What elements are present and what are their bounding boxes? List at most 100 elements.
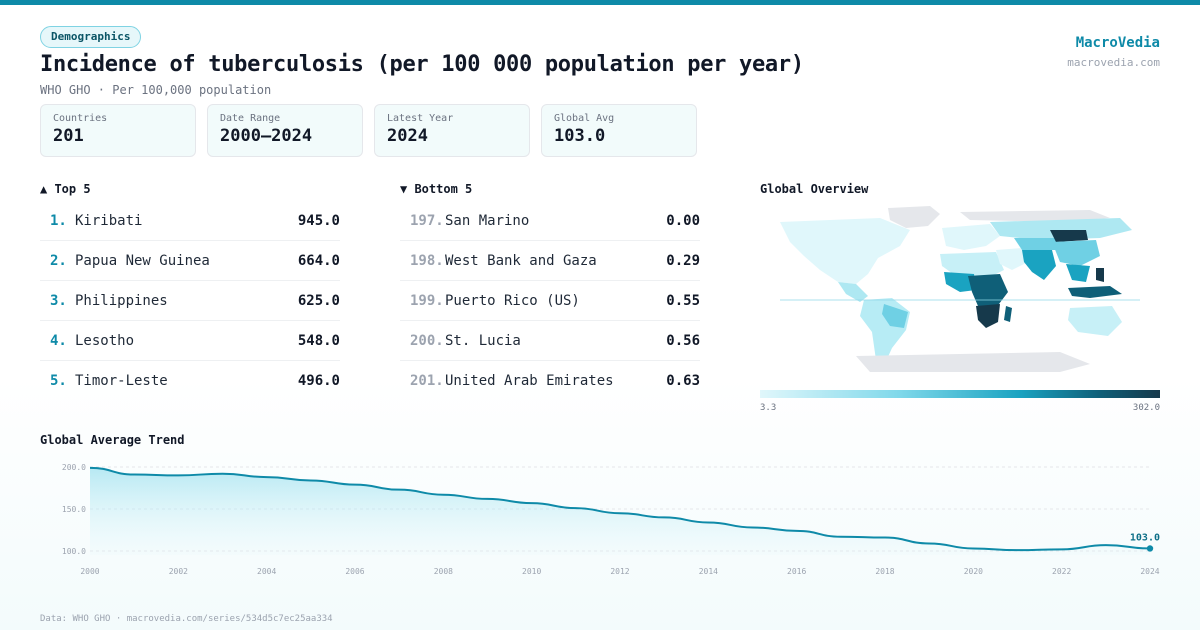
stat-card-latest-year: Latest Year 2024 <box>374 104 530 157</box>
map-region-antarctica <box>856 352 1090 372</box>
map-region-europe <box>942 224 1000 250</box>
country-value: 0.00 <box>666 213 700 229</box>
x-tick-label: 2022 <box>1052 567 1071 576</box>
stat-label: Countries <box>53 113 108 124</box>
map-region-brazil <box>882 304 908 328</box>
x-tick-label: 2008 <box>434 567 453 576</box>
map-region-north-america <box>780 218 910 284</box>
stat-card-date-range: Date Range 2000–2024 <box>207 104 363 157</box>
rank-number: 1. <box>50 213 67 229</box>
footer-source: Data: WHO GHO · macrovedia.com/series/53… <box>40 614 333 624</box>
top5-row[interactable]: 1. Kiribati 945.0 <box>40 201 340 241</box>
world-choropleth-map[interactable] <box>760 200 1160 385</box>
top5-row[interactable]: 3. Philippines 625.0 <box>40 281 340 321</box>
y-tick-label: 100.0 <box>62 547 86 556</box>
x-tick-label: 2018 <box>875 567 894 576</box>
page-title: Incidence of tuberculosis (per 100 000 p… <box>40 52 804 77</box>
y-tick-label: 200.0 <box>62 463 86 472</box>
bottom5-row[interactable]: 197. San Marino 0.00 <box>400 201 700 241</box>
map-region-west-africa <box>944 272 976 292</box>
stat-card-countries: Countries 201 <box>40 104 196 157</box>
category-tag[interactable]: Demographics <box>40 26 142 48</box>
x-tick-label: 2002 <box>169 567 188 576</box>
bottom5-row[interactable]: 200. St. Lucia 0.56 <box>400 321 700 361</box>
country-value: 0.56 <box>666 333 700 349</box>
country-name: Papua New Guinea <box>75 253 210 269</box>
map-region-central-america <box>838 282 868 302</box>
stat-value: 201 <box>53 126 84 146</box>
country-value: 548.0 <box>297 333 340 349</box>
top5-row[interactable]: 5. Timor-Leste 496.0 <box>40 361 340 401</box>
map-region-australia <box>1068 306 1122 336</box>
country-name: Timor-Leste <box>75 373 168 389</box>
bottom5-row[interactable]: 198. West Bank and Gaza 0.29 <box>400 241 700 281</box>
map-region-central-africa <box>968 274 1008 308</box>
map-region-southeast-asia <box>1066 264 1090 282</box>
stat-value: 103.0 <box>554 126 606 146</box>
stat-label: Date Range <box>220 113 281 124</box>
brand-url[interactable]: macrovedia.com <box>1067 56 1160 69</box>
x-tick-label: 2000 <box>80 567 99 576</box>
map-region-south-asia <box>1022 250 1056 280</box>
rank-number: 198. <box>410 253 444 269</box>
top-accent-bar <box>0 0 1200 5</box>
map-legend-max: 302.0 <box>1132 403 1160 413</box>
rank-number: 2. <box>50 253 67 269</box>
rank-number: 199. <box>410 293 444 309</box>
stat-label: Latest Year <box>387 113 454 124</box>
rank-number: 5. <box>50 373 67 389</box>
x-tick-label: 2024 <box>1140 567 1159 576</box>
country-name: St. Lucia <box>445 333 521 349</box>
trend-end-point <box>1146 545 1154 552</box>
x-tick-label: 2004 <box>257 567 276 576</box>
map-legend-gradient <box>760 390 1160 398</box>
map-region-north-africa <box>940 252 1004 276</box>
map-region-middle-east <box>996 248 1028 270</box>
country-name: Puerto Rico (US) <box>445 293 580 309</box>
trend-line <box>89 466 1151 552</box>
country-value: 0.63 <box>666 373 700 389</box>
x-tick-label: 2012 <box>610 567 629 576</box>
x-tick-label: 2016 <box>787 567 806 576</box>
map-region-philippines <box>1096 268 1104 282</box>
rank-number: 197. <box>410 213 444 229</box>
trend-end-label: 103.0 <box>1130 532 1160 543</box>
map-region-southern-africa <box>976 304 1000 328</box>
map-region-arctic <box>960 210 1110 222</box>
rank-number: 200. <box>410 333 444 349</box>
bottom5-heading: ▼ Bottom 5 <box>400 182 473 196</box>
country-value: 945.0 <box>297 213 340 229</box>
stat-label: Global Avg <box>554 113 615 124</box>
country-value: 0.55 <box>666 293 700 309</box>
x-tick-label: 2014 <box>699 567 718 576</box>
rank-number: 201. <box>410 373 444 389</box>
trend-area-fill <box>90 467 1150 555</box>
page-subtitle: WHO GHO · Per 100,000 population <box>40 83 272 97</box>
map-region-russia <box>990 218 1132 240</box>
map-legend-min: 3.3 <box>760 403 777 413</box>
map-region-greenland <box>888 206 940 228</box>
brand-name[interactable]: MacroVedia <box>1075 35 1160 51</box>
x-tick-label: 2020 <box>964 567 983 576</box>
country-name: Philippines <box>75 293 168 309</box>
country-name: San Marino <box>445 213 530 229</box>
country-value: 496.0 <box>297 373 340 389</box>
bottom5-row[interactable]: 201. United Arab Emirates 0.63 <box>400 361 700 401</box>
map-region-indonesia <box>1068 286 1122 298</box>
bottom5-row[interactable]: 199. Puerto Rico (US) 0.55 <box>400 281 700 321</box>
country-name: West Bank and Gaza <box>445 253 597 269</box>
stat-value: 2000–2024 <box>220 126 313 146</box>
country-name: United Arab Emirates <box>445 373 614 389</box>
x-tick-label: 2006 <box>345 567 364 576</box>
stat-value: 2024 <box>387 126 428 146</box>
top5-row[interactable]: 2. Papua New Guinea 664.0 <box>40 241 340 281</box>
rank-number: 4. <box>50 333 67 349</box>
top5-row[interactable]: 4. Lesotho 548.0 <box>40 321 340 361</box>
country-name: Lesotho <box>75 333 135 349</box>
map-region-central-asia <box>1014 238 1060 250</box>
top5-heading: ▲ Top 5 <box>40 182 91 196</box>
map-region-mongolia <box>1050 230 1088 242</box>
country-value: 664.0 <box>297 253 340 269</box>
stat-card-global-avg: Global Avg 103.0 <box>541 104 697 157</box>
trend-chart: 100.0 150.0 200.0 2000 2002 2004 2006 2008 2010… <box>62 463 1160 576</box>
